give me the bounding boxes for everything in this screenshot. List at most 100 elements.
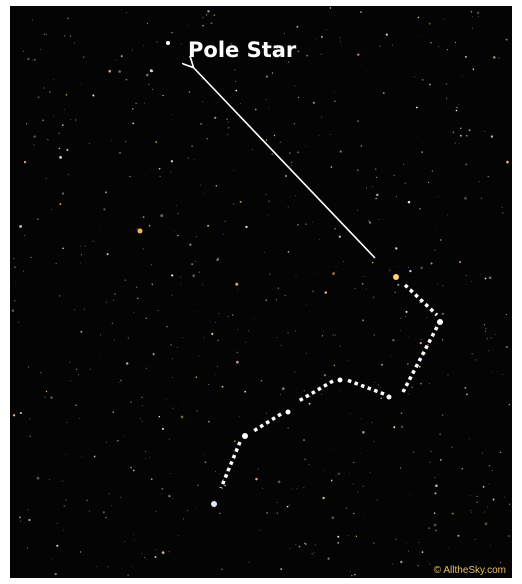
star bbox=[362, 283, 364, 285]
star bbox=[360, 11, 362, 13]
star bbox=[85, 246, 86, 247]
star bbox=[361, 145, 363, 147]
star bbox=[56, 545, 58, 547]
star bbox=[331, 166, 333, 168]
star bbox=[442, 285, 443, 286]
star bbox=[74, 43, 75, 44]
star bbox=[393, 274, 399, 280]
star bbox=[412, 387, 413, 388]
star bbox=[67, 422, 68, 423]
star bbox=[401, 412, 403, 414]
star bbox=[202, 17, 203, 18]
star bbox=[211, 22, 213, 24]
star bbox=[494, 349, 495, 350]
star bbox=[266, 512, 268, 514]
star bbox=[405, 316, 406, 317]
star bbox=[375, 168, 376, 169]
star bbox=[216, 259, 217, 260]
star bbox=[195, 261, 196, 262]
star bbox=[280, 142, 281, 143]
star bbox=[238, 290, 239, 291]
star bbox=[381, 397, 382, 398]
star bbox=[145, 451, 146, 452]
star bbox=[108, 566, 109, 567]
star bbox=[168, 495, 170, 497]
star bbox=[509, 504, 510, 505]
star bbox=[416, 136, 417, 137]
star bbox=[506, 161, 509, 164]
star bbox=[477, 11, 480, 14]
star bbox=[436, 226, 437, 227]
star bbox=[28, 366, 29, 367]
star bbox=[469, 439, 470, 440]
star bbox=[89, 511, 90, 512]
star bbox=[132, 49, 133, 50]
star bbox=[40, 49, 41, 50]
star bbox=[233, 170, 234, 171]
star bbox=[296, 544, 297, 545]
star bbox=[313, 291, 314, 292]
star bbox=[14, 266, 16, 268]
star bbox=[434, 477, 435, 478]
star bbox=[40, 372, 41, 373]
star bbox=[234, 69, 235, 70]
star bbox=[29, 123, 30, 124]
star bbox=[90, 369, 91, 370]
star bbox=[200, 185, 201, 186]
star bbox=[304, 390, 305, 391]
star bbox=[155, 141, 157, 143]
star bbox=[306, 55, 308, 57]
star bbox=[408, 337, 409, 338]
star bbox=[400, 330, 401, 331]
star bbox=[244, 391, 246, 393]
star bbox=[439, 433, 441, 435]
page: Pole Star © AlltheSky.com (() => { const… bbox=[0, 0, 522, 584]
star bbox=[304, 543, 305, 544]
star bbox=[379, 219, 380, 220]
star bbox=[172, 114, 173, 115]
star bbox=[219, 513, 220, 514]
star bbox=[228, 127, 230, 129]
star bbox=[310, 396, 311, 397]
star bbox=[470, 510, 471, 511]
star bbox=[181, 284, 182, 285]
star bbox=[289, 504, 290, 505]
star bbox=[200, 123, 202, 125]
star bbox=[434, 512, 436, 514]
star bbox=[354, 574, 356, 576]
star bbox=[334, 100, 335, 101]
star bbox=[338, 378, 343, 383]
star bbox=[482, 453, 483, 454]
star bbox=[264, 252, 265, 253]
star bbox=[30, 436, 31, 437]
star bbox=[364, 513, 365, 514]
star bbox=[79, 418, 80, 419]
star bbox=[196, 376, 198, 378]
star bbox=[162, 493, 163, 494]
star bbox=[504, 497, 505, 498]
star bbox=[126, 362, 128, 364]
star bbox=[442, 339, 443, 340]
star bbox=[222, 386, 224, 388]
star bbox=[166, 399, 167, 400]
star bbox=[282, 497, 283, 498]
star bbox=[149, 457, 150, 458]
star bbox=[453, 132, 455, 134]
star bbox=[232, 314, 234, 316]
star bbox=[297, 51, 299, 53]
star bbox=[217, 258, 218, 259]
star bbox=[350, 571, 351, 572]
star bbox=[389, 270, 390, 271]
star bbox=[269, 274, 270, 275]
star bbox=[34, 59, 36, 61]
star bbox=[187, 510, 188, 511]
star bbox=[414, 76, 415, 77]
star bbox=[319, 135, 320, 136]
star bbox=[314, 272, 315, 273]
star bbox=[65, 454, 66, 455]
star bbox=[66, 94, 68, 96]
star bbox=[476, 359, 477, 360]
star bbox=[227, 134, 228, 135]
star bbox=[470, 495, 471, 496]
star bbox=[289, 166, 290, 167]
